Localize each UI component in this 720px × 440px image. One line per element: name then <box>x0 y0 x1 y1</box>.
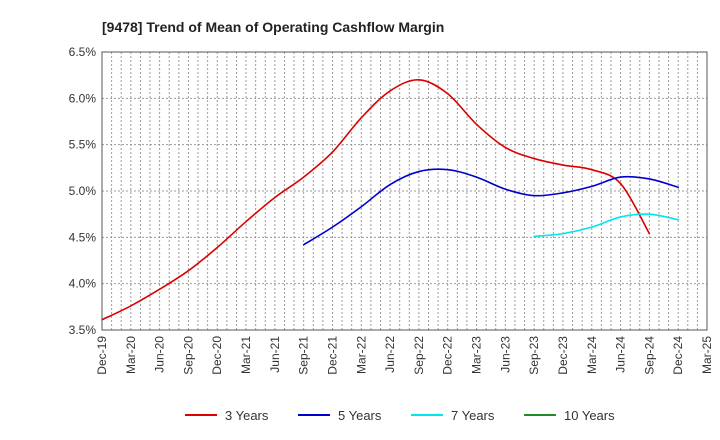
chart-title: [9478] Trend of Mean of Operating Cashfl… <box>102 19 444 35</box>
legend-label-5-years: 5 Years <box>338 408 382 423</box>
x-tick-label: Sep-24 <box>642 336 656 375</box>
grid-lines <box>101 51 708 331</box>
x-tick-label: Sep-20 <box>181 336 195 375</box>
y-tick-label: 5.0% <box>69 184 97 198</box>
x-tick-label: Dec-23 <box>556 336 570 375</box>
x-tick-label: Mar-21 <box>239 336 253 374</box>
legend-label-3-years: 3 Years <box>225 408 269 423</box>
y-tick-label: 6.0% <box>69 91 97 105</box>
y-tick-label: 4.5% <box>69 230 97 244</box>
legend-label-7-years: 7 Years <box>451 408 495 423</box>
x-tick-label: Jun-23 <box>498 336 512 373</box>
y-axis-ticks: 3.5% 4.0% 4.5% 5.0% 5.5% 6.0% 6.5% <box>69 45 97 337</box>
x-tick-label: Sep-22 <box>412 336 426 375</box>
y-tick-label: 6.5% <box>69 45 97 59</box>
x-tick-label: Jun-21 <box>268 336 282 373</box>
legend: 3 Years 5 Years 7 Years 10 Years <box>185 408 615 423</box>
x-tick-label: Dec-20 <box>210 336 224 375</box>
x-tick-label: Dec-22 <box>441 336 455 375</box>
x-tick-label: Mar-25 <box>700 336 714 374</box>
series-line-7-years <box>533 213 679 238</box>
y-tick-label: 3.5% <box>69 323 97 337</box>
x-tick-label: Sep-21 <box>297 336 311 375</box>
x-tick-label: Jun-22 <box>383 336 397 373</box>
x-tick-label: Dec-24 <box>671 336 685 375</box>
x-tick-label: Jun-24 <box>614 336 628 373</box>
y-tick-label: 5.5% <box>69 138 97 152</box>
x-tick-label: Mar-24 <box>585 336 599 374</box>
series-lines <box>101 78 679 321</box>
x-tick-label: Mar-20 <box>124 336 138 374</box>
series-line-5-years <box>302 168 679 246</box>
legend-label-10-years: 10 Years <box>564 408 615 423</box>
y-tick-label: 4.0% <box>69 277 97 291</box>
x-tick-label: Jun-20 <box>153 336 167 373</box>
x-tick-label: Mar-23 <box>470 336 484 374</box>
x-tick-label: Dec-19 <box>95 336 109 375</box>
x-tick-label: Dec-21 <box>325 336 339 375</box>
x-tick-label: Sep-23 <box>527 336 541 375</box>
plot-frame <box>101 51 708 331</box>
x-axis-ticks: Dec-19 Mar-20 Jun-20 Sep-20 Dec-20 Mar-21 Jun-… <box>95 336 714 375</box>
x-tick-label: Mar-22 <box>354 336 368 374</box>
series-line-3-years <box>101 78 651 321</box>
